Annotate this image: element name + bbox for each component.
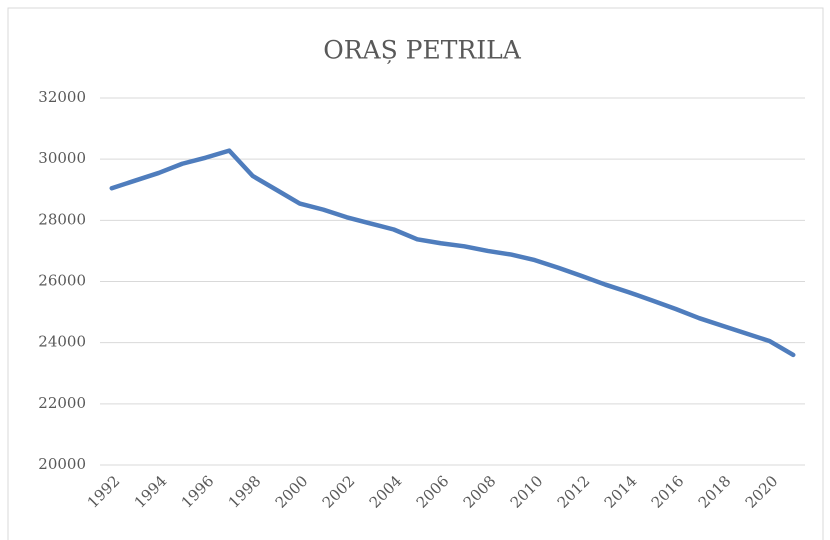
y-tick-label: 32000 — [38, 88, 86, 106]
y-tick-label: 20000 — [38, 455, 86, 473]
chart-frame — [7, 7, 824, 540]
y-tick-label: 24000 — [38, 333, 86, 351]
y-tick-label: 26000 — [38, 272, 86, 290]
data-line — [109, 148, 796, 358]
y-tick-label: 30000 — [38, 149, 86, 167]
y-tick-label: 22000 — [38, 394, 86, 412]
chart-title: ORAȘ PETRILA — [323, 36, 521, 65]
y-tick-label: 28000 — [38, 210, 86, 228]
